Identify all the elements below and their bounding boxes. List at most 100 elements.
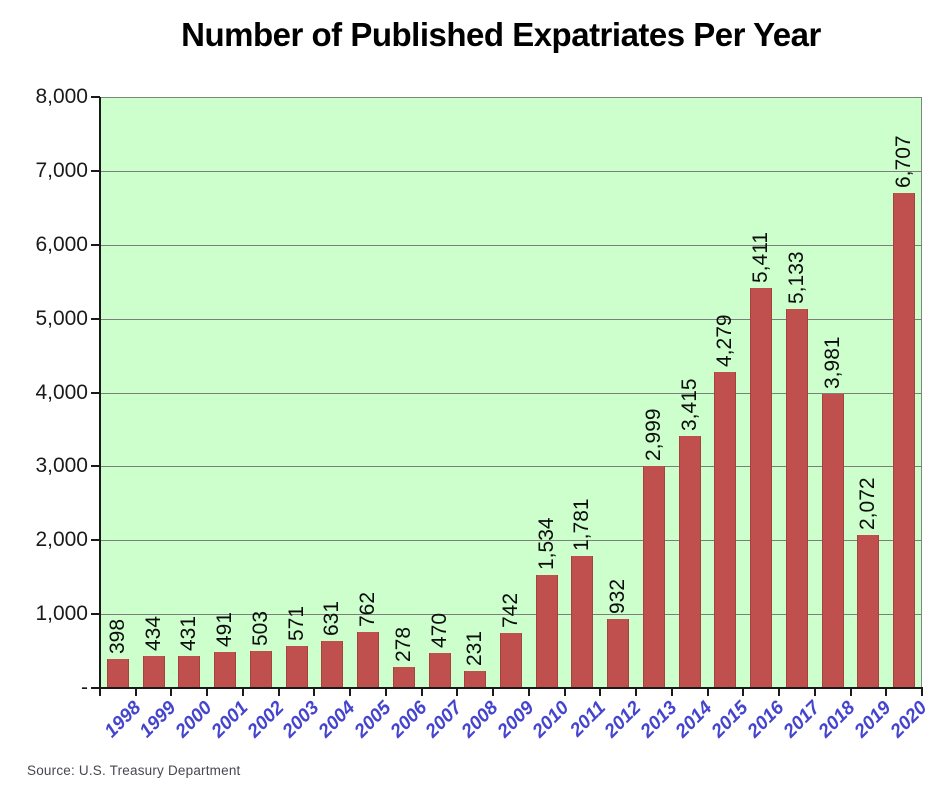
bar-value-label: 434 [141,615,165,651]
bar [678,435,701,688]
y-axis-label: 8,000 [35,85,88,108]
bar [785,308,808,688]
x-axis-tick [778,688,781,696]
y-axis-tick [91,539,100,542]
y-axis-label: - [81,676,88,699]
bar [249,650,272,688]
gridline [100,170,922,172]
bar-value-label: 1,534 [534,517,558,570]
x-axis-label: 2016 [743,697,789,743]
y-axis-label: 5,000 [35,306,88,330]
bar [464,670,487,688]
bar-value-label: 631 [320,601,344,637]
bar-value-label: 2,999 [641,408,665,462]
x-axis-tick [563,688,566,696]
bar [321,641,344,688]
bar-value-label: 398 [105,618,129,654]
y-axis-tick [91,243,100,246]
x-axis-label: 2010 [529,697,574,743]
bar [142,655,165,688]
x-axis-label: 2014 [672,697,717,743]
y-axis-label: 4,000 [35,380,88,404]
y-axis-tick [91,465,100,468]
bar-value-label: 6,707 [892,134,916,188]
x-axis-tick [635,688,638,696]
x-axis-line [99,687,923,689]
x-axis-label: 2004 [314,697,360,743]
x-axis-tick [456,688,459,696]
x-axis-tick [527,688,530,696]
x-axis-label: 2006 [386,697,431,743]
bar-value-label: 231 [463,630,487,666]
x-axis-tick [241,688,244,696]
x-axis-tick [277,688,280,696]
y-axis-line [99,97,101,689]
x-axis-tick [670,688,673,696]
x-axis-label: 2015 [707,697,753,743]
bar-value-label: 742 [499,593,522,629]
x-axis-label: 2017 [779,697,825,743]
x-axis-label: 1998 [100,697,146,743]
y-axis-label: 7,000 [35,158,88,182]
x-axis-tick [206,688,209,696]
x-axis-label: 2002 [243,697,288,743]
bar [607,619,630,688]
x-axis-tick [420,688,423,696]
bar-value-label: 3,415 [677,378,701,431]
x-axis-tick [313,688,316,696]
y-axis-tick [91,687,100,689]
y-axis-label: 6,000 [35,232,88,256]
y-axis-label: 2,000 [35,528,88,552]
bar [750,288,773,688]
x-axis-tick [99,688,101,696]
x-axis-label: 2007 [421,697,467,743]
x-axis-label: 1999 [136,697,181,743]
gridline [100,540,922,542]
x-axis-label: 2011 [565,697,610,742]
x-axis-label: 2008 [457,697,503,743]
bar-value-label: 470 [427,613,451,649]
bar [821,393,844,688]
bar [535,574,558,688]
bar [500,633,522,688]
x-axis-label: 2003 [278,697,324,743]
bar [285,645,308,688]
x-axis-tick [134,688,137,696]
bar-value-label: 762 [356,591,380,627]
y-axis-tick [91,317,100,320]
x-axis-tick [813,688,816,696]
x-axis-label: 2018 [815,697,860,743]
bar [357,631,380,688]
gridline [100,614,922,616]
y-axis-label: 3,000 [35,454,88,478]
chart-title: Number of Published Expatriates Per Year [181,16,821,53]
x-axis-tick [349,688,352,696]
y-axis-tick [91,96,100,98]
bar [642,466,665,688]
y-axis-tick [91,391,100,394]
bar-value-label: 2,072 [856,477,880,530]
bar-value-label: 5,411 [749,232,773,284]
bar-value-label: 4,279 [713,314,737,367]
bar-value-label: 571 [284,605,308,641]
bar [392,667,415,688]
bar-value-label: 431 [177,616,201,652]
x-axis-label: 2009 [493,697,539,743]
y-axis-tick [91,613,100,616]
bar [571,556,594,688]
x-axis-label: 2019 [850,697,896,743]
y-axis-tick [91,169,100,172]
gridline [100,392,922,394]
bar [214,651,237,688]
x-axis-label: 2005 [350,697,396,743]
bar [178,656,201,688]
x-axis-tick [384,688,387,696]
bar [893,192,916,688]
x-axis-tick [921,688,923,696]
bar-value-label: 491 [213,611,237,647]
bar [714,371,737,688]
x-axis-tick [706,688,709,696]
x-axis-label: 2020 [886,697,932,743]
